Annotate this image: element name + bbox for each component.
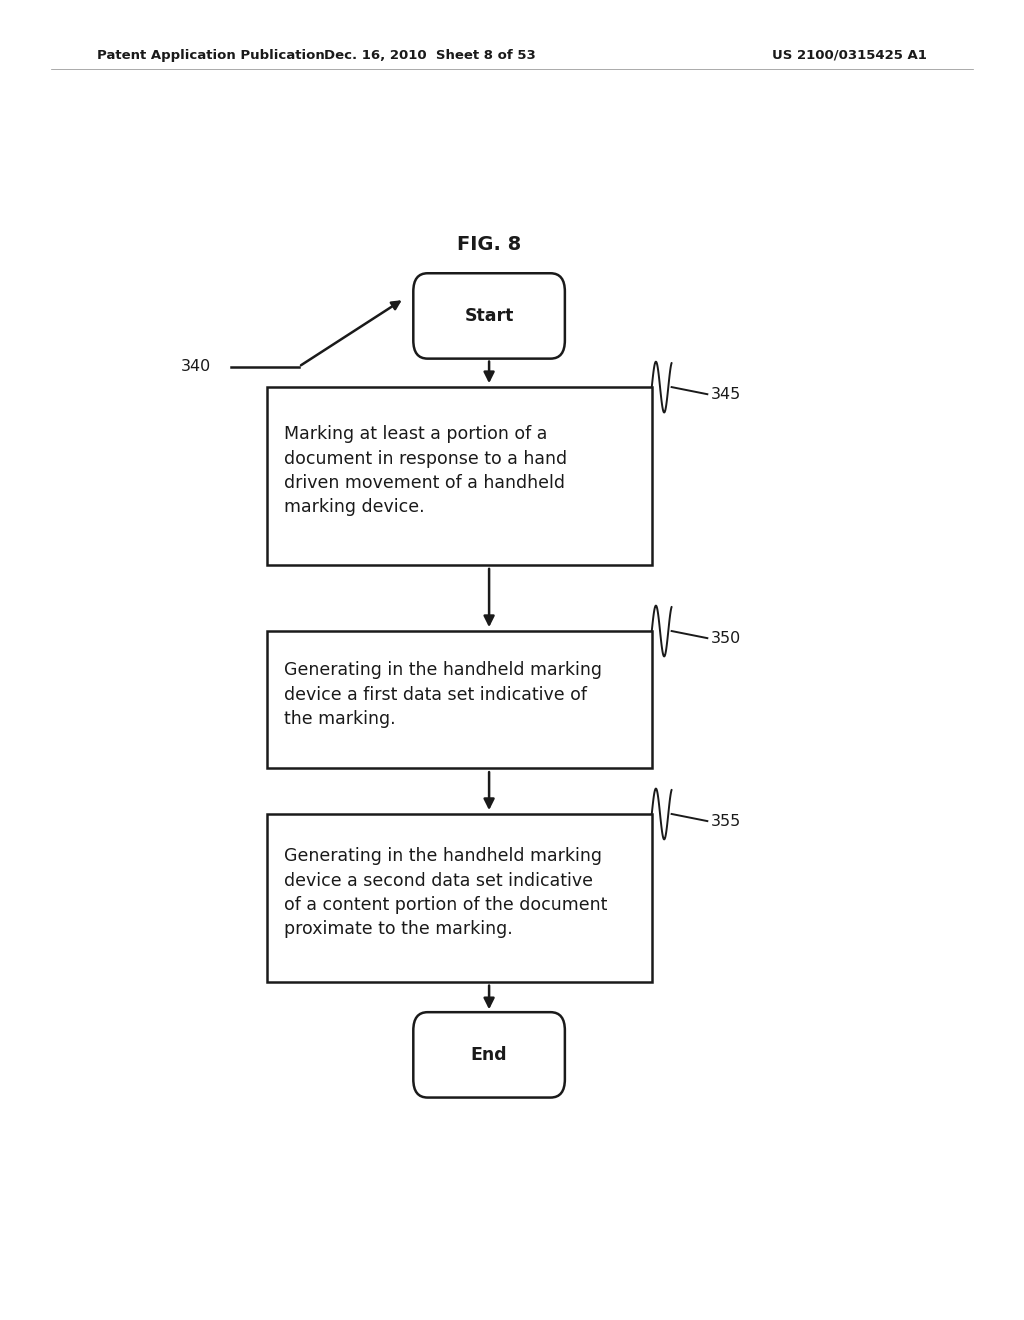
FancyBboxPatch shape xyxy=(414,1012,565,1097)
Text: Generating in the handheld marking
device a second data set indicative
of a cont: Generating in the handheld marking devic… xyxy=(285,847,607,939)
FancyBboxPatch shape xyxy=(267,814,651,982)
FancyBboxPatch shape xyxy=(414,273,565,359)
Text: End: End xyxy=(471,1045,508,1064)
Text: 350: 350 xyxy=(712,631,741,645)
Text: Marking at least a portion of a
document in response to a hand
driven movement o: Marking at least a portion of a document… xyxy=(285,425,567,516)
Text: 340: 340 xyxy=(181,359,211,375)
Text: Dec. 16, 2010  Sheet 8 of 53: Dec. 16, 2010 Sheet 8 of 53 xyxy=(325,49,536,62)
Text: 355: 355 xyxy=(712,813,741,829)
Text: Start: Start xyxy=(465,308,514,325)
FancyBboxPatch shape xyxy=(267,631,651,768)
Text: US 2100/0315425 A1: US 2100/0315425 A1 xyxy=(772,49,927,62)
Text: Generating in the handheld marking
device a first data set indicative of
the mar: Generating in the handheld marking devic… xyxy=(285,661,602,727)
Text: 345: 345 xyxy=(712,387,741,401)
Text: FIG. 8: FIG. 8 xyxy=(457,235,521,255)
FancyBboxPatch shape xyxy=(267,387,651,565)
Text: Patent Application Publication: Patent Application Publication xyxy=(97,49,325,62)
